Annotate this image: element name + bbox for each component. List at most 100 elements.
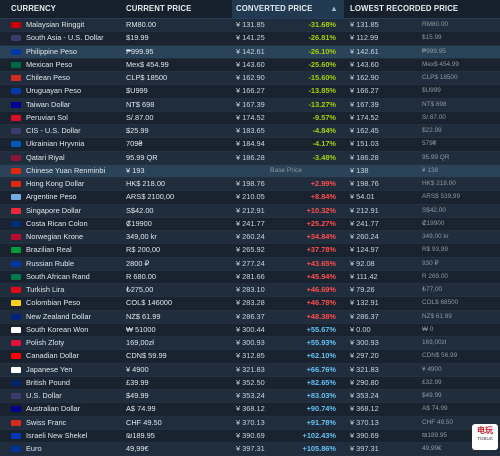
currency-name: South Korean Won — [26, 324, 118, 336]
price-difference: Base Price — [236, 165, 336, 177]
country-flag-icon — [11, 221, 21, 227]
converted-price: ¥ 281.66 — [236, 271, 292, 283]
lowest-price-original: RM80.00 — [422, 19, 492, 31]
lowest-price-converted: ¥ 321.83 — [350, 364, 420, 376]
current-price: R 680.00 — [126, 271, 230, 283]
currency-name: Mexican Peso — [26, 59, 118, 71]
lowest-price-converted: ¥ 368.12 — [350, 403, 420, 415]
table-row[interactable]: South Korean Won₩ 51000¥ 300.44+55.67%¥ … — [0, 324, 500, 337]
lowest-price-original: R$ 93,99 — [422, 244, 492, 256]
table-row[interactable]: U.S. Dollar$49.99¥ 353.24+83.03%¥ 353.24… — [0, 390, 500, 403]
currency-name: Costa Rican Colon — [26, 218, 118, 230]
lowest-price-original: Mex$ 454.99 — [422, 59, 492, 71]
currency-name: Japanese Yen — [26, 364, 118, 376]
country-flag-icon — [11, 35, 21, 41]
table-row[interactable]: Philippine Peso₱999.95¥ 142.61-26.10%¥ 1… — [0, 46, 500, 59]
table-row[interactable]: Uruguayan Peso$U999¥ 166.27-13.85%¥ 166.… — [0, 85, 500, 98]
currency-name: U.S. Dollar — [26, 390, 118, 402]
lowest-price-converted: ¥ 198.76 — [350, 178, 420, 190]
lowest-price-original: $49.99 — [422, 390, 492, 402]
current-price: ₱999.95 — [126, 46, 230, 58]
country-flag-icon — [11, 420, 21, 426]
converted-price: ¥ 397.31 — [236, 443, 292, 455]
country-flag-icon — [11, 274, 21, 280]
current-price: 709₴ — [126, 138, 230, 150]
country-flag-icon — [11, 433, 21, 439]
converted-price: ¥ 260.24 — [236, 231, 292, 243]
header-lowest-recorded-price[interactable]: LOWEST RECORDED PRICE — [350, 0, 490, 18]
currency-name: Euro — [26, 443, 118, 455]
lowest-price-converted: ¥ 142.61 — [350, 46, 420, 58]
converted-price: ¥ 390.69 — [236, 430, 292, 442]
current-price: ¥ 4900 — [126, 364, 230, 376]
converted-price: ¥ 162.90 — [236, 72, 292, 84]
watermark-main: 电玩 — [477, 426, 493, 435]
converted-price: ¥ 283.10 — [236, 284, 292, 296]
price-difference: +25.27% — [294, 218, 336, 230]
table-row[interactable]: British Pound£39.99¥ 352.50+82.65%¥ 290.… — [0, 377, 500, 390]
price-difference: +46.78% — [294, 297, 336, 309]
current-price: CHF 49.50 — [126, 417, 230, 429]
current-price: CLP$ 18500 — [126, 72, 230, 84]
price-difference: +8.84% — [294, 191, 336, 203]
header-converted-price[interactable]: CONVERTED PRICE ▲ — [232, 0, 344, 18]
price-difference: +91.78% — [294, 417, 336, 429]
converted-price: ¥ 265.92 — [236, 244, 292, 256]
lowest-price-converted: ¥ 132.91 — [350, 297, 420, 309]
table-row[interactable]: CIS - U.S. Dollar$25.99¥ 183.65-4.84%¥ 1… — [0, 125, 500, 138]
table-row[interactable]: Japanese Yen¥ 4900¥ 321.83+66.76%¥ 321.8… — [0, 364, 500, 377]
country-flag-icon — [11, 181, 21, 187]
lowest-price-converted: ¥ 300.93 — [350, 337, 420, 349]
converted-price: ¥ 241.77 — [236, 218, 292, 230]
lowest-price-original: 930 ₽ — [422, 258, 492, 270]
price-difference: +66.76% — [294, 364, 336, 376]
currency-name: Chinese Yuan Renminbi — [26, 165, 118, 177]
table-row[interactable]: Costa Rican Colon₡19900¥ 241.77+25.27%¥ … — [0, 218, 500, 231]
table-row[interactable]: Israeli New Shekel₪189.95¥ 390.69+102.43… — [0, 430, 500, 443]
current-price: £39.99 — [126, 377, 230, 389]
lowest-price-converted: ¥ 167.39 — [350, 99, 420, 111]
lowest-price-converted: ¥ 241.77 — [350, 218, 420, 230]
country-flag-icon — [11, 22, 21, 28]
header-current-price[interactable]: CURRENT PRICE — [126, 0, 226, 18]
currency-name: Hong Kong Dollar — [26, 178, 118, 190]
lowest-price-converted: ¥ 286.37 — [350, 311, 420, 323]
country-flag-icon — [11, 128, 21, 134]
table-row[interactable]: South Asia - U.S. Dollar$19.99¥ 141.25-2… — [0, 32, 500, 45]
converted-price: ¥ 184.94 — [236, 138, 292, 150]
converted-price: ¥ 174.52 — [236, 112, 292, 124]
table-row[interactable]: Turkish Lira₺275,00¥ 283.10+46.69%¥ 79.2… — [0, 284, 500, 297]
country-flag-icon — [11, 327, 21, 333]
header-currency[interactable]: CURRENCY — [11, 0, 111, 18]
current-price: S$42.00 — [126, 205, 230, 217]
country-flag-icon — [11, 75, 21, 81]
converted-price: ¥ 352.50 — [236, 377, 292, 389]
lowest-price-converted: ¥ 0.00 — [350, 324, 420, 336]
price-difference: +34.84% — [294, 231, 336, 243]
lowest-price-converted: ¥ 390.69 — [350, 430, 420, 442]
lowest-price-converted: ¥ 151.03 — [350, 138, 420, 150]
converted-price: ¥ 368.12 — [236, 403, 292, 415]
